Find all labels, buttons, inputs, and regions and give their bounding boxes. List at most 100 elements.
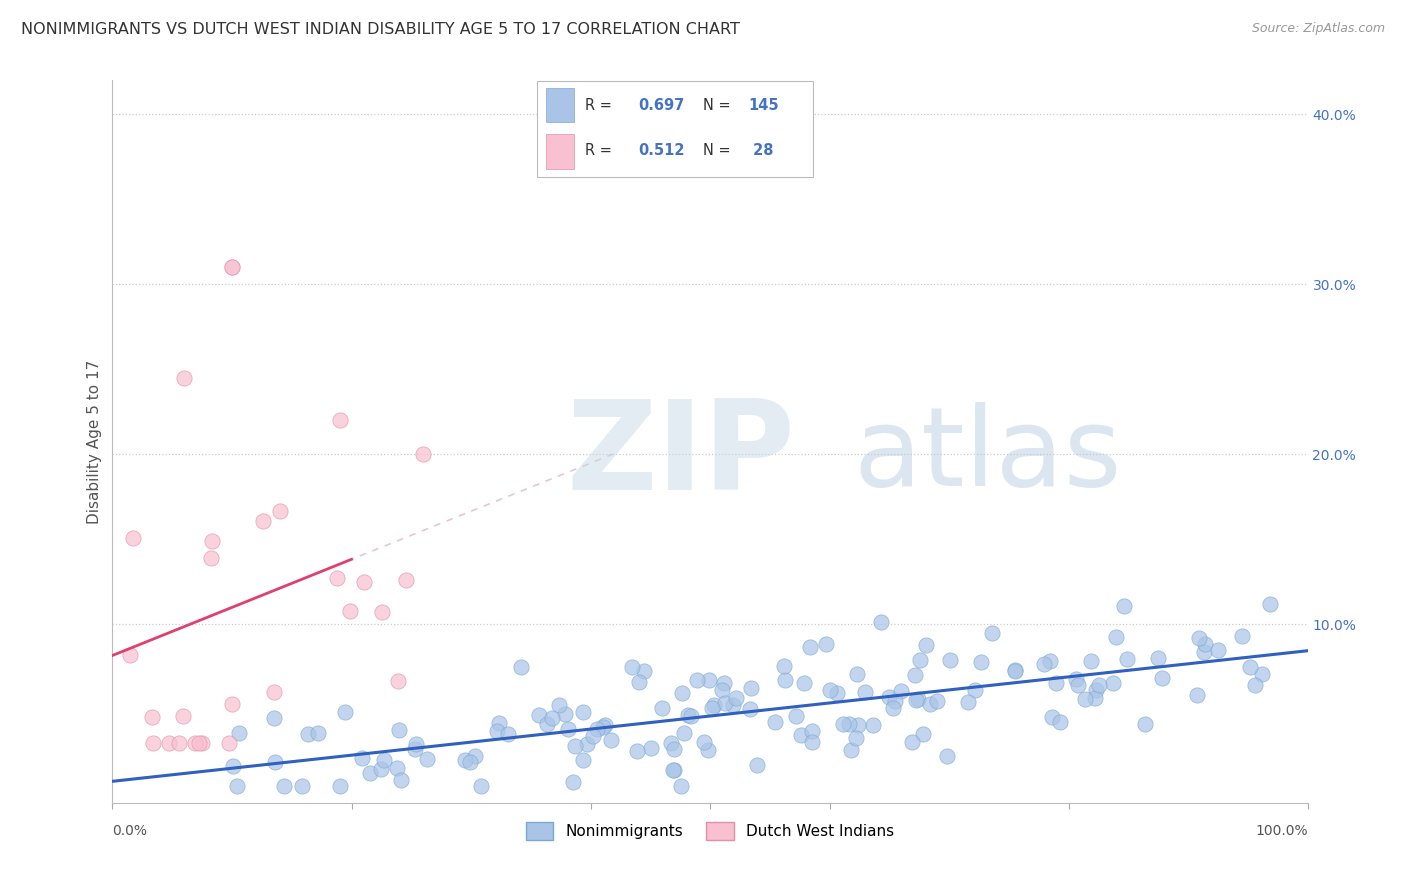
Point [793, 675, 815, 690]
Point [582, 729, 605, 743]
Point [371, 605, 394, 619]
Point [388, 723, 411, 738]
Point [359, 765, 381, 780]
Legend: Nonimmigrants, Dutch West Indians: Nonimmigrants, Dutch West Indians [520, 816, 900, 846]
Point [1112, 599, 1135, 613]
Point [669, 779, 692, 793]
Point [621, 659, 644, 673]
Point [904, 668, 927, 682]
Point [890, 684, 912, 698]
Point [862, 718, 884, 732]
Point [1147, 651, 1170, 665]
Point [385, 761, 408, 775]
Point [740, 681, 762, 695]
Point [918, 697, 941, 711]
Point [925, 694, 948, 708]
Point [1206, 643, 1229, 657]
Point [815, 637, 838, 651]
Point [200, 550, 222, 565]
Point [1049, 715, 1071, 730]
Point [838, 717, 860, 731]
Point [221, 260, 243, 275]
Point [747, 758, 769, 772]
Point [488, 716, 510, 731]
Point [901, 735, 924, 749]
Point [651, 701, 673, 715]
Point [662, 763, 685, 777]
Point [600, 732, 623, 747]
Text: 100.0%: 100.0% [1256, 824, 1308, 838]
Point [628, 675, 651, 690]
Point [157, 736, 180, 750]
Point [1194, 637, 1216, 651]
Point [938, 653, 960, 667]
Point [1080, 654, 1102, 668]
Point [1250, 666, 1272, 681]
Point [536, 717, 558, 731]
Point [225, 779, 247, 793]
Point [957, 695, 980, 709]
Point [547, 698, 569, 713]
Point [772, 658, 794, 673]
Point [970, 655, 993, 669]
Point [981, 626, 1004, 640]
Point [173, 371, 195, 385]
Point [405, 737, 427, 751]
Point [464, 749, 486, 764]
Point [221, 698, 243, 712]
Point [790, 728, 813, 742]
Point [416, 752, 439, 766]
Text: 0.697: 0.697 [638, 98, 685, 112]
Point [1188, 631, 1211, 645]
Point [1192, 645, 1215, 659]
Text: atlas: atlas [853, 402, 1122, 509]
Text: N =: N = [703, 98, 735, 112]
Point [801, 724, 824, 739]
Point [470, 779, 492, 793]
Point [412, 447, 434, 461]
Point [1039, 654, 1062, 668]
Point [907, 692, 929, 706]
Point [724, 690, 747, 705]
Y-axis label: Disability Age 5 to 17: Disability Age 5 to 17 [87, 359, 103, 524]
Point [221, 260, 243, 275]
Point [1066, 673, 1088, 687]
Point [853, 685, 876, 699]
Point [554, 707, 576, 722]
Point [183, 736, 205, 750]
Point [263, 711, 285, 725]
Point [1088, 678, 1111, 692]
Point [710, 683, 733, 698]
Point [846, 718, 869, 732]
Point [218, 736, 240, 750]
Point [1258, 598, 1281, 612]
Text: N =: N = [703, 143, 735, 158]
Point [883, 694, 905, 708]
Point [335, 705, 357, 719]
Point [799, 640, 821, 654]
Point [1243, 678, 1265, 692]
Point [141, 710, 163, 724]
Point [496, 727, 519, 741]
Point [818, 683, 841, 698]
Point [564, 739, 586, 753]
Point [575, 737, 598, 751]
Point [373, 753, 395, 767]
Point [845, 731, 868, 746]
Point [1004, 664, 1026, 678]
Point [831, 717, 853, 731]
Point [1045, 676, 1067, 690]
Point [1232, 629, 1254, 643]
Point [714, 696, 737, 710]
Point [458, 755, 481, 769]
Point [1084, 690, 1107, 705]
Point [557, 722, 579, 736]
Text: 0.512: 0.512 [638, 143, 685, 158]
Point [676, 707, 699, 722]
Point [703, 698, 725, 712]
Point [1032, 657, 1054, 671]
Point [659, 736, 682, 750]
Text: NONIMMIGRANTS VS DUTCH WEST INDIAN DISABILITY AGE 5 TO 17 CORRELATION CHART: NONIMMIGRANTS VS DUTCH WEST INDIAN DISAB… [21, 22, 740, 37]
Point [339, 604, 361, 618]
Point [141, 736, 163, 750]
